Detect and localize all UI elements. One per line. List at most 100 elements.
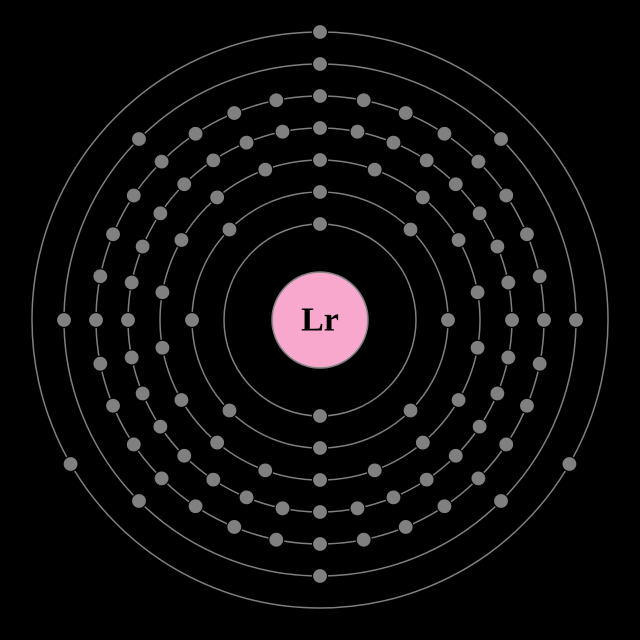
electron-shell-3 — [155, 285, 170, 300]
electron-shell-4 — [206, 472, 221, 487]
electron-shell-6 — [131, 131, 146, 146]
electron-shell-4 — [419, 472, 434, 487]
electron-shell-3 — [258, 162, 273, 177]
electron-shell-4 — [153, 419, 168, 434]
electron-shell-2 — [403, 222, 418, 237]
electron-shell-4 — [501, 350, 516, 365]
electron-shell-6 — [494, 494, 509, 509]
electron-shell-5 — [499, 437, 514, 452]
electron-shell-5 — [269, 532, 284, 547]
electron-shell-4 — [490, 386, 505, 401]
electron-shell-5 — [154, 471, 169, 486]
electron-shell-3 — [210, 435, 225, 450]
element-symbol: Lr — [301, 302, 339, 339]
electron-shell-4 — [313, 505, 328, 520]
electron-shell-4 — [490, 239, 505, 254]
electron-shell-3 — [313, 473, 328, 488]
electron-shell-5 — [532, 356, 547, 371]
electron-shell-4 — [448, 448, 463, 463]
electron-shell-3 — [451, 233, 466, 248]
electron-shell-5 — [356, 93, 371, 108]
electron-shell-4 — [239, 135, 254, 150]
electron-shell-5 — [106, 398, 121, 413]
electron-shell-4 — [135, 239, 150, 254]
electron-shell-3 — [415, 435, 430, 450]
electron-shell-5 — [269, 93, 284, 108]
electron-shell-3 — [470, 285, 485, 300]
electron-shell-4 — [350, 124, 365, 139]
electron-shell-2 — [222, 222, 237, 237]
electron-shell-4 — [472, 419, 487, 434]
electron-shell-6 — [494, 131, 509, 146]
electron-shell-3 — [174, 233, 189, 248]
electron-shell-4 — [275, 124, 290, 139]
electron-shell-4 — [448, 177, 463, 192]
electron-shell-7 — [313, 25, 328, 40]
electron-shell-4 — [350, 501, 365, 516]
electron-shell-6 — [313, 569, 328, 584]
electron-shell-3 — [367, 463, 382, 478]
electron-shell-2 — [185, 313, 200, 328]
electron-shell-5 — [519, 398, 534, 413]
electron-shell-5 — [313, 537, 328, 552]
electron-shell-4 — [313, 121, 328, 136]
electron-shell-4 — [239, 490, 254, 505]
electron-shell-6 — [57, 313, 72, 328]
electron-shell-2 — [313, 441, 328, 456]
electron-shell-diagram: Lr — [0, 0, 640, 640]
electron-shell-3 — [174, 393, 189, 408]
electron-shell-5 — [89, 313, 104, 328]
electron-shell-3 — [155, 340, 170, 355]
electron-shell-5 — [227, 106, 242, 121]
electron-shell-4 — [275, 501, 290, 516]
electron-shell-7 — [562, 457, 577, 472]
electron-shell-4 — [177, 177, 192, 192]
electron-shell-4 — [386, 135, 401, 150]
electron-shell-6 — [569, 313, 584, 328]
electron-shell-5 — [437, 499, 452, 514]
electron-shell-4 — [124, 275, 139, 290]
electron-shell-3 — [451, 393, 466, 408]
electron-shell-5 — [126, 188, 141, 203]
electron-shell-6 — [131, 494, 146, 509]
electron-shell-4 — [121, 313, 136, 328]
electron-shell-5 — [356, 532, 371, 547]
electron-shell-5 — [499, 188, 514, 203]
electron-shell-5 — [93, 269, 108, 284]
electron-shell-2 — [441, 313, 456, 328]
electron-shell-5 — [313, 89, 328, 104]
electron-shell-2 — [403, 403, 418, 418]
electron-shell-3 — [415, 190, 430, 205]
electron-shell-1 — [313, 409, 328, 424]
electron-shell-3 — [470, 340, 485, 355]
electron-shell-2 — [313, 185, 328, 200]
electron-shell-5 — [398, 519, 413, 534]
electron-shell-5 — [106, 227, 121, 242]
electron-shell-5 — [188, 126, 203, 141]
electron-shell-5 — [398, 106, 413, 121]
electron-shell-3 — [210, 190, 225, 205]
electron-shell-4 — [386, 490, 401, 505]
electron-shell-5 — [227, 519, 242, 534]
electron-shell-7 — [63, 457, 78, 472]
electron-shell-5 — [188, 499, 203, 514]
electron-shell-5 — [437, 126, 452, 141]
electron-shell-4 — [153, 206, 168, 221]
electron-shell-5 — [471, 471, 486, 486]
electron-shell-1 — [313, 217, 328, 232]
electron-shell-5 — [93, 356, 108, 371]
electron-shell-3 — [313, 153, 328, 168]
electron-shell-5 — [532, 269, 547, 284]
electron-shell-4 — [501, 275, 516, 290]
electron-shell-5 — [154, 154, 169, 169]
electron-shell-5 — [537, 313, 552, 328]
electron-shell-2 — [222, 403, 237, 418]
electron-shell-5 — [126, 437, 141, 452]
electron-shell-4 — [505, 313, 520, 328]
electron-shell-4 — [206, 153, 221, 168]
electron-shell-4 — [135, 386, 150, 401]
electron-shell-4 — [177, 448, 192, 463]
electron-shell-5 — [471, 154, 486, 169]
electron-shell-3 — [258, 463, 273, 478]
electron-shell-5 — [519, 227, 534, 242]
